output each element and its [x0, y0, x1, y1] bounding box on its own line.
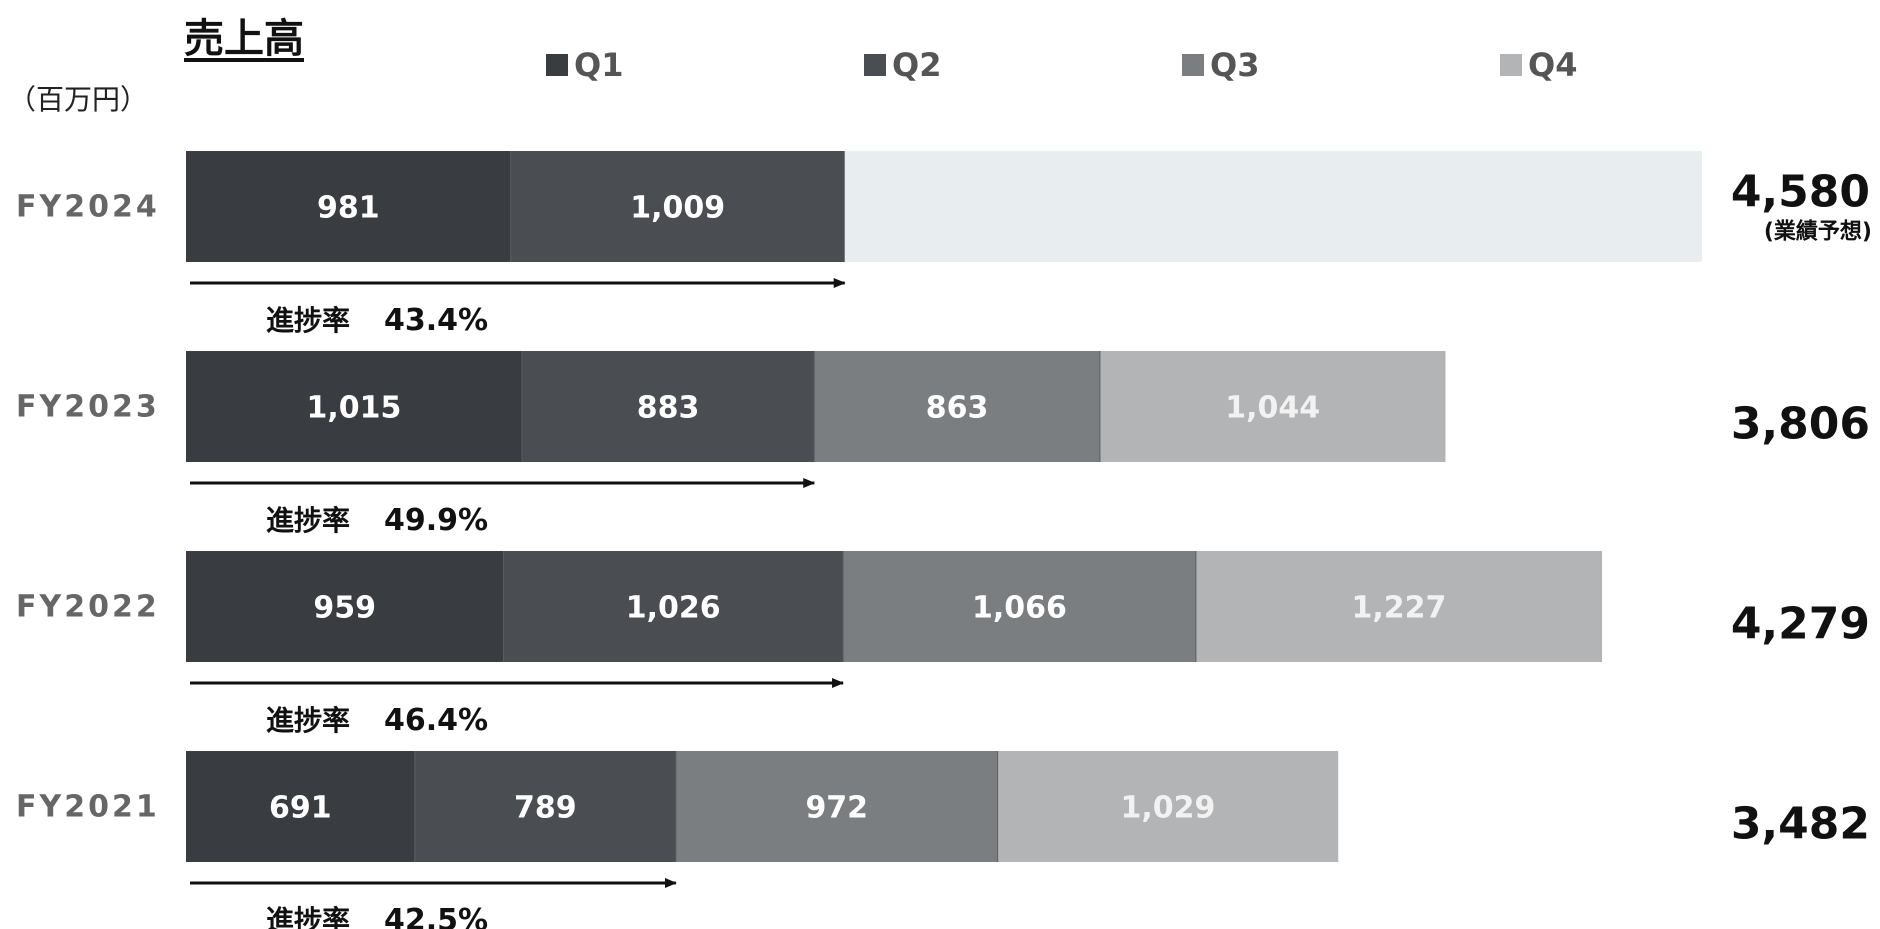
- total-value: 3,806: [1731, 399, 1870, 450]
- bar-segment-q4: [1195, 551, 1603, 662]
- bar-segment-q2: [503, 551, 844, 662]
- legend-label-q2: Q2: [892, 46, 942, 84]
- bar-segment-q1: [186, 751, 415, 862]
- progress-label: 進捗率: [266, 904, 350, 929]
- legend-item-q1: Q1: [546, 46, 623, 84]
- bar-segment-q2: [414, 751, 676, 862]
- progress-value: 42.5%: [384, 903, 488, 929]
- bar-segment-q3: [814, 351, 1100, 462]
- progress-value: 43.4%: [384, 303, 488, 338]
- bar-segment-q4: [1099, 351, 1446, 462]
- bar-segment-q3: [675, 751, 998, 862]
- category-label: FY2022: [16, 590, 160, 625]
- progress-label: 進捗率: [266, 304, 350, 337]
- legend-swatch-q1: [546, 54, 568, 76]
- legend-item-q4: Q4: [1500, 46, 1577, 84]
- data-label: 863: [926, 391, 989, 426]
- total-note: (業績予想): [1764, 219, 1872, 245]
- data-label: 1,026: [626, 591, 721, 626]
- data-label: 1,066: [972, 591, 1067, 626]
- legend-swatch-q3: [1182, 54, 1204, 76]
- legend-item-q3: Q3: [1182, 46, 1259, 84]
- data-label: 1,029: [1120, 791, 1215, 826]
- legend-swatch-q2: [864, 54, 886, 76]
- category-label: FY2023: [16, 390, 160, 425]
- bar-segment-q2: [510, 151, 845, 262]
- bar-segment-q3: [843, 551, 1196, 662]
- bar-segment-q2: [521, 351, 815, 462]
- bar-segment-q1: [186, 351, 522, 462]
- data-label: 1,009: [630, 191, 725, 226]
- data-label: 1,044: [1225, 391, 1320, 426]
- data-label: 1,015: [307, 391, 402, 426]
- category-label: FY2021: [16, 790, 160, 825]
- legend-swatch-q4: [1500, 54, 1522, 76]
- data-label: 972: [805, 791, 868, 826]
- bar-segment-q1: [186, 551, 504, 662]
- data-label: 691: [269, 791, 332, 826]
- progress-label: 進捗率: [266, 704, 350, 737]
- bar-segment-q1: [186, 151, 511, 262]
- category-label: FY2024: [16, 190, 160, 225]
- data-label: 981: [317, 191, 380, 226]
- chart-title: 売上高: [184, 16, 304, 62]
- data-label: 883: [637, 391, 700, 426]
- legend-label-q1: Q1: [574, 46, 624, 84]
- total-value: 4,279: [1731, 599, 1870, 650]
- data-label: 959: [313, 591, 376, 626]
- legend-label-q3: Q3: [1210, 46, 1260, 84]
- total-value: 3,482: [1731, 799, 1870, 850]
- progress-label: 進捗率: [266, 504, 350, 537]
- legend-item-q2: Q2: [864, 46, 941, 84]
- progress-value: 46.4%: [384, 703, 488, 738]
- bar-segment-q4: [997, 751, 1339, 862]
- data-label: 789: [514, 791, 577, 826]
- unit-label: （百万円）: [8, 83, 149, 116]
- legend-label-q4: Q4: [1528, 46, 1578, 84]
- progress-value: 49.9%: [384, 503, 488, 538]
- total-value: 4,580: [1731, 167, 1870, 218]
- data-label: 1,227: [1352, 591, 1447, 626]
